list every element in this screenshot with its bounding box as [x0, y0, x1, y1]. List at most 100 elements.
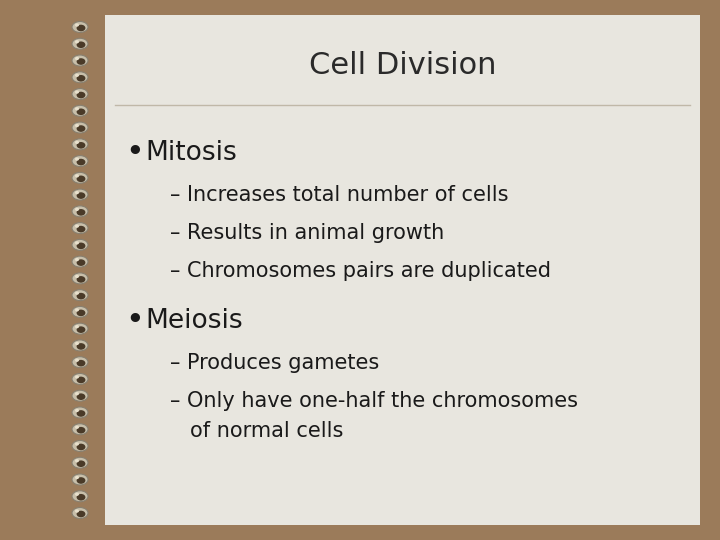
Ellipse shape: [75, 308, 79, 312]
Ellipse shape: [72, 72, 88, 83]
Text: – Results in animal growth: – Results in animal growth: [170, 223, 444, 243]
Ellipse shape: [72, 139, 88, 150]
Ellipse shape: [75, 90, 79, 93]
Ellipse shape: [72, 407, 88, 418]
Ellipse shape: [72, 508, 88, 518]
Ellipse shape: [72, 474, 88, 485]
Ellipse shape: [76, 125, 86, 132]
Ellipse shape: [72, 457, 88, 468]
Text: – Increases total number of cells: – Increases total number of cells: [170, 185, 508, 205]
Ellipse shape: [72, 222, 88, 234]
Ellipse shape: [72, 424, 88, 435]
Ellipse shape: [76, 494, 86, 501]
Ellipse shape: [75, 73, 79, 77]
Ellipse shape: [76, 192, 86, 199]
Ellipse shape: [75, 225, 79, 228]
Ellipse shape: [76, 393, 86, 400]
Ellipse shape: [76, 343, 86, 350]
Ellipse shape: [72, 256, 88, 267]
Ellipse shape: [75, 292, 79, 295]
Ellipse shape: [76, 142, 86, 149]
Ellipse shape: [75, 124, 79, 127]
Ellipse shape: [75, 392, 79, 395]
Ellipse shape: [72, 22, 88, 32]
Text: Cell Division: Cell Division: [309, 51, 496, 79]
Ellipse shape: [76, 25, 86, 31]
Text: Mitosis: Mitosis: [145, 140, 237, 166]
Ellipse shape: [75, 57, 79, 60]
Ellipse shape: [72, 289, 88, 301]
Ellipse shape: [76, 410, 86, 417]
Ellipse shape: [76, 427, 86, 434]
Ellipse shape: [75, 375, 79, 379]
Ellipse shape: [76, 176, 86, 182]
Ellipse shape: [76, 92, 86, 98]
Ellipse shape: [72, 390, 88, 401]
Ellipse shape: [76, 58, 86, 65]
Ellipse shape: [76, 326, 86, 333]
Ellipse shape: [75, 476, 79, 479]
Ellipse shape: [72, 441, 88, 451]
Text: – Chromosomes pairs are duplicated: – Chromosomes pairs are duplicated: [170, 261, 551, 281]
Ellipse shape: [76, 159, 86, 165]
Ellipse shape: [75, 442, 79, 446]
Ellipse shape: [72, 156, 88, 166]
Ellipse shape: [72, 122, 88, 133]
Ellipse shape: [76, 42, 86, 48]
Ellipse shape: [75, 241, 79, 245]
Ellipse shape: [75, 359, 79, 362]
Text: •: •: [125, 138, 144, 168]
Ellipse shape: [72, 38, 88, 49]
Text: – Produces gametes: – Produces gametes: [170, 353, 379, 373]
Ellipse shape: [76, 209, 86, 215]
Text: Meiosis: Meiosis: [145, 308, 243, 334]
Ellipse shape: [76, 75, 86, 82]
Text: •: •: [125, 306, 144, 336]
Ellipse shape: [72, 323, 88, 334]
Ellipse shape: [75, 325, 79, 328]
Ellipse shape: [75, 107, 79, 111]
Ellipse shape: [72, 239, 88, 251]
Ellipse shape: [72, 357, 88, 368]
Ellipse shape: [72, 172, 88, 183]
Ellipse shape: [72, 491, 88, 502]
Ellipse shape: [72, 273, 88, 284]
Text: – Only have one-half the chromosomes: – Only have one-half the chromosomes: [170, 391, 578, 411]
Ellipse shape: [72, 340, 88, 351]
Ellipse shape: [75, 509, 79, 512]
Ellipse shape: [76, 444, 86, 450]
Ellipse shape: [76, 461, 86, 467]
Ellipse shape: [76, 109, 86, 115]
Ellipse shape: [75, 158, 79, 161]
Ellipse shape: [75, 459, 79, 462]
Ellipse shape: [75, 426, 79, 429]
Ellipse shape: [72, 55, 88, 66]
Ellipse shape: [75, 23, 79, 26]
Ellipse shape: [76, 511, 86, 517]
Ellipse shape: [75, 342, 79, 345]
Ellipse shape: [75, 409, 79, 412]
Ellipse shape: [76, 293, 86, 300]
Ellipse shape: [75, 492, 79, 496]
Ellipse shape: [72, 189, 88, 200]
Ellipse shape: [76, 360, 86, 367]
Ellipse shape: [75, 191, 79, 194]
Ellipse shape: [72, 374, 88, 384]
Ellipse shape: [75, 40, 79, 43]
Ellipse shape: [75, 258, 79, 261]
FancyBboxPatch shape: [105, 15, 700, 525]
Ellipse shape: [76, 376, 86, 383]
Ellipse shape: [72, 306, 88, 318]
Ellipse shape: [72, 206, 88, 217]
Ellipse shape: [75, 174, 79, 178]
Ellipse shape: [75, 140, 79, 144]
Ellipse shape: [75, 275, 79, 278]
Ellipse shape: [75, 208, 79, 211]
Text: of normal cells: of normal cells: [190, 421, 343, 441]
Ellipse shape: [76, 276, 86, 282]
Ellipse shape: [76, 477, 86, 484]
Ellipse shape: [76, 226, 86, 232]
Ellipse shape: [72, 105, 88, 116]
Ellipse shape: [76, 242, 86, 249]
Ellipse shape: [76, 309, 86, 316]
